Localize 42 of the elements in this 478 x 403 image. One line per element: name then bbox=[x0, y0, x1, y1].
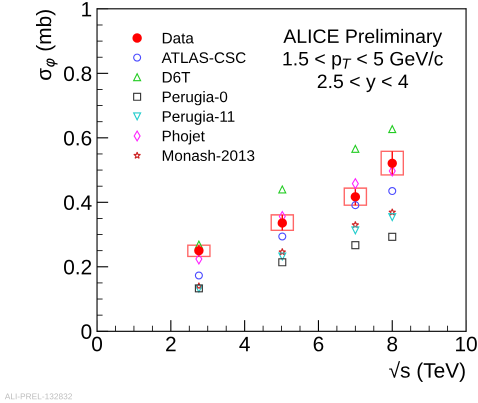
x-tick-label: 10 bbox=[456, 336, 477, 352]
y-axis-title: σ$_{φ}$ (mb) bbox=[36, 10, 58, 80]
point bbox=[194, 271, 203, 280]
point bbox=[388, 232, 396, 241]
point bbox=[278, 232, 286, 241]
annotation: ALICE Preliminary bbox=[283, 28, 442, 47]
x-tick-label: 2 bbox=[166, 336, 176, 352]
point bbox=[278, 252, 286, 260]
point bbox=[351, 144, 360, 153]
point bbox=[388, 213, 396, 222]
y-tick-label: 0.2 bbox=[64, 260, 92, 275]
legend-label: D6T bbox=[162, 72, 190, 83]
point bbox=[351, 241, 360, 250]
text: ALI-PREL-132832 bbox=[4, 393, 72, 400]
point bbox=[388, 125, 396, 134]
y-tick-label: 0.6 bbox=[64, 130, 92, 146]
legend-label: Phojet bbox=[162, 130, 205, 144]
x-tick-label: 6 bbox=[314, 336, 324, 352]
legend-label: Data bbox=[162, 32, 194, 44]
point bbox=[278, 185, 286, 194]
legend-label: Perugia-0 bbox=[162, 91, 228, 106]
annotation: 2.5 < y < 4 bbox=[318, 74, 408, 92]
point bbox=[351, 226, 360, 234]
annotation: 1.5 < p$_{T}$ < 5 GeV/c bbox=[283, 51, 443, 70]
y-tick-label: 0.4 bbox=[64, 195, 92, 210]
x-tick-label: 0 bbox=[92, 336, 102, 352]
legend-label: ATLAS-CSC bbox=[162, 52, 246, 64]
point bbox=[194, 240, 203, 249]
point bbox=[278, 248, 286, 256]
point bbox=[351, 201, 360, 210]
point bbox=[278, 258, 286, 266]
legend-label: Monash-2013 bbox=[162, 150, 254, 162]
x-axis-title: √s (TeV) bbox=[389, 361, 465, 382]
y-tick-label: 1 bbox=[82, 2, 92, 16]
point bbox=[388, 186, 396, 196]
y-tick-label: 0.8 bbox=[64, 66, 92, 82]
y-tick-label: 0 bbox=[81, 324, 92, 340]
legend-label: Perugia-11 bbox=[162, 110, 234, 125]
x-tick-label: 4 bbox=[239, 336, 250, 352]
x-tick-label: 8 bbox=[387, 336, 398, 352]
point bbox=[388, 208, 396, 216]
point bbox=[351, 220, 360, 228]
